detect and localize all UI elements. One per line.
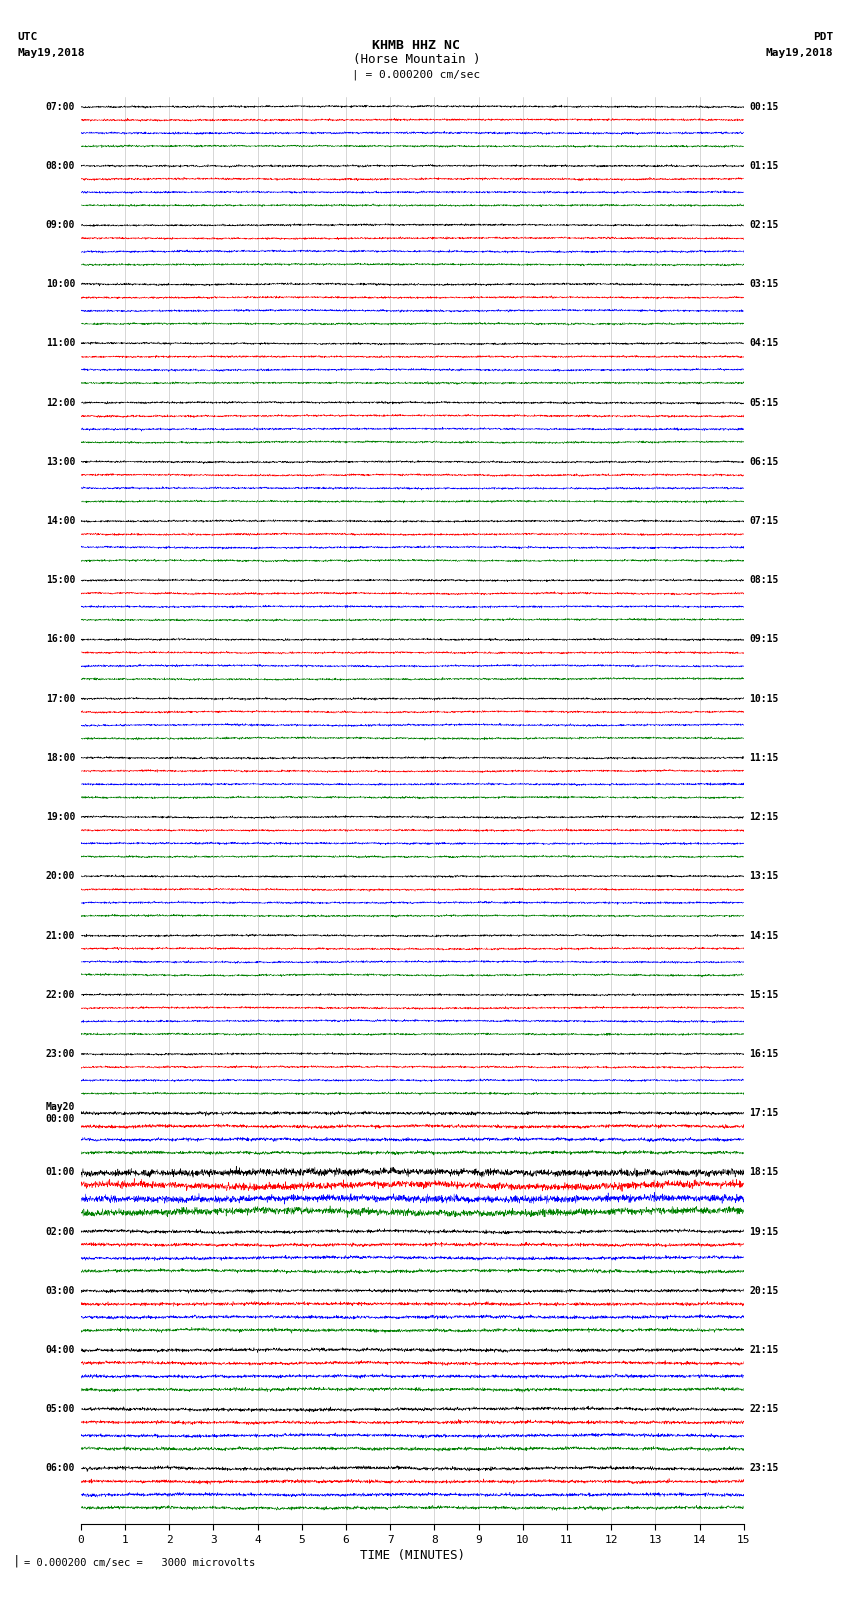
Text: 14:15: 14:15 [750, 931, 779, 940]
Text: 06:15: 06:15 [750, 456, 779, 466]
Text: 13:00: 13:00 [46, 456, 75, 466]
Text: 17:15: 17:15 [750, 1108, 779, 1118]
Text: UTC: UTC [17, 32, 37, 42]
Text: 10:15: 10:15 [750, 694, 779, 703]
Text: 11:15: 11:15 [750, 753, 779, 763]
Text: 02:15: 02:15 [750, 219, 779, 231]
Text: 09:00: 09:00 [46, 219, 75, 231]
Text: 08:15: 08:15 [750, 576, 779, 586]
Text: 04:00: 04:00 [46, 1345, 75, 1355]
Text: 19:00: 19:00 [46, 811, 75, 823]
Text: 07:15: 07:15 [750, 516, 779, 526]
Text: | = 0.000200 cm/sec: | = 0.000200 cm/sec [353, 69, 480, 81]
Text: 10:00: 10:00 [46, 279, 75, 289]
Text: 05:00: 05:00 [46, 1405, 75, 1415]
Text: 16:00: 16:00 [46, 634, 75, 645]
Text: 18:00: 18:00 [46, 753, 75, 763]
Text: 13:15: 13:15 [750, 871, 779, 881]
Text: 02:00: 02:00 [46, 1226, 75, 1237]
Text: (Horse Mountain ): (Horse Mountain ) [353, 53, 480, 66]
Text: 19:15: 19:15 [750, 1226, 779, 1237]
Text: 21:00: 21:00 [46, 931, 75, 940]
Text: 09:15: 09:15 [750, 634, 779, 645]
Text: 21:15: 21:15 [750, 1345, 779, 1355]
Text: 06:00: 06:00 [46, 1463, 75, 1473]
Text: May19,2018: May19,2018 [17, 48, 84, 58]
Text: 14:00: 14:00 [46, 516, 75, 526]
Text: |: | [13, 1555, 20, 1568]
Text: 23:00: 23:00 [46, 1048, 75, 1058]
Text: 01:00: 01:00 [46, 1168, 75, 1177]
Text: 16:15: 16:15 [750, 1048, 779, 1058]
Text: 12:15: 12:15 [750, 811, 779, 823]
Text: 00:15: 00:15 [750, 102, 779, 111]
Text: 15:15: 15:15 [750, 990, 779, 1000]
Text: 22:00: 22:00 [46, 990, 75, 1000]
X-axis label: TIME (MINUTES): TIME (MINUTES) [360, 1548, 465, 1561]
Text: 03:00: 03:00 [46, 1286, 75, 1295]
Text: 18:15: 18:15 [750, 1168, 779, 1177]
Text: 23:15: 23:15 [750, 1463, 779, 1473]
Text: KHMB HHZ NC: KHMB HHZ NC [372, 39, 461, 52]
Text: 11:00: 11:00 [46, 339, 75, 348]
Text: 07:00: 07:00 [46, 102, 75, 111]
Text: 22:15: 22:15 [750, 1405, 779, 1415]
Text: 04:15: 04:15 [750, 339, 779, 348]
Text: 20:00: 20:00 [46, 871, 75, 881]
Text: May20
00:00: May20 00:00 [46, 1102, 75, 1124]
Text: May19,2018: May19,2018 [766, 48, 833, 58]
Text: PDT: PDT [813, 32, 833, 42]
Text: 03:15: 03:15 [750, 279, 779, 289]
Text: = 0.000200 cm/sec =   3000 microvolts: = 0.000200 cm/sec = 3000 microvolts [24, 1558, 255, 1568]
Text: 05:15: 05:15 [750, 398, 779, 408]
Text: 15:00: 15:00 [46, 576, 75, 586]
Text: 08:00: 08:00 [46, 161, 75, 171]
Text: 20:15: 20:15 [750, 1286, 779, 1295]
Text: 12:00: 12:00 [46, 398, 75, 408]
Text: 01:15: 01:15 [750, 161, 779, 171]
Text: 17:00: 17:00 [46, 694, 75, 703]
